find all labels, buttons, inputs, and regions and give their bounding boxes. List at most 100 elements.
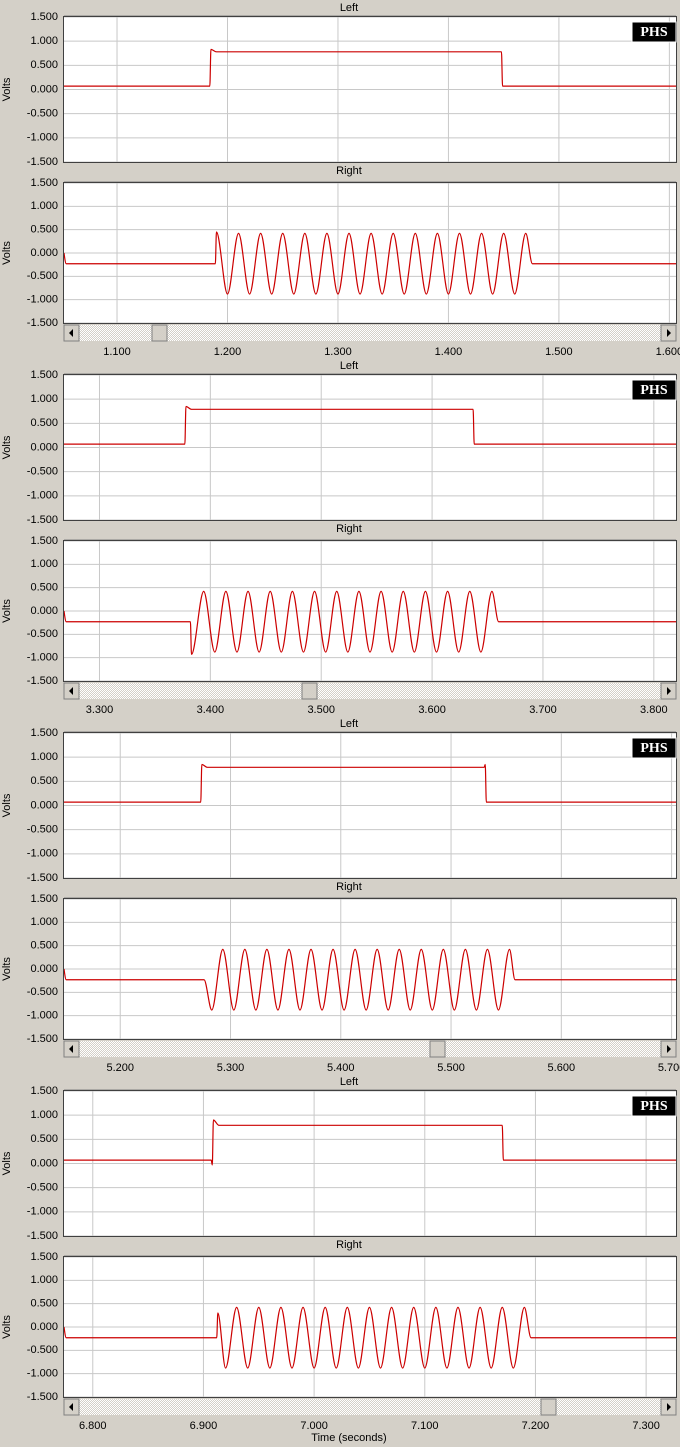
scroll-thumb[interactable] (301, 682, 318, 700)
plot-frame (63, 1090, 677, 1237)
scroll-arrow (667, 1045, 671, 1053)
badge-box (631, 737, 677, 759)
badge-box (631, 379, 677, 401)
y-tick-label: -0.500 (27, 466, 58, 478)
x-tick-label: 5.700 (658, 1062, 680, 1074)
x-tick-label: 5.200 (106, 1062, 134, 1074)
y-tick-label: 0.500 (30, 417, 58, 429)
signal-line (64, 1306, 676, 1369)
y-axis-label: Volts (1, 1315, 13, 1339)
y-tick-label: 1.500 (30, 1251, 58, 1263)
y-tick-label: -1.000 (27, 652, 58, 664)
x-tick-label: 7.100 (411, 1420, 439, 1432)
plot-frame (63, 374, 677, 521)
scroll-arrow (667, 687, 671, 695)
x-tick-label: 3.300 (86, 704, 114, 716)
y-tick-label: 1.000 (30, 751, 58, 763)
y-tick-label: 0.500 (30, 1298, 58, 1310)
scroll-arrow (69, 1403, 73, 1411)
y-tick-label: 1.500 (30, 369, 58, 381)
plot-title: Left (340, 2, 358, 14)
y-tick-label: 0.000 (30, 799, 58, 811)
y-tick-label: 1.000 (30, 393, 58, 405)
y-tick-label: 1.000 (30, 558, 58, 570)
scroll-thumb[interactable] (429, 1040, 446, 1058)
x-tick-label: 1.200 (214, 346, 242, 358)
y-tick-label: 0.500 (30, 224, 58, 236)
y-tick-label: -1.000 (27, 848, 58, 860)
scrollbar-track[interactable] (64, 1399, 676, 1415)
plot-title: Left (340, 718, 358, 730)
plot-frame (63, 898, 677, 1040)
x-tick-label: 1.600 (656, 346, 680, 358)
x-tick-label: 1.400 (435, 346, 463, 358)
y-axis-label: Volts (1, 77, 13, 101)
y-tick-label: -0.500 (27, 270, 58, 282)
y-tick-label: 0.000 (30, 963, 58, 975)
y-tick-label: -1.500 (27, 317, 58, 329)
y-tick-label: 0.000 (30, 83, 58, 95)
x-tick-label: 1.500 (545, 346, 573, 358)
y-tick-label: 1.000 (30, 200, 58, 212)
plot-frame (63, 1256, 677, 1398)
y-tick-label: 0.500 (30, 940, 58, 952)
signal-line (64, 231, 676, 295)
y-tick-label: 0.500 (30, 582, 58, 594)
plot-title: Left (340, 1076, 358, 1088)
plot-title: Right (336, 165, 362, 177)
y-tick-label: -1.000 (27, 1206, 58, 1218)
x-tick-label: 3.800 (640, 704, 668, 716)
x-tick-label: 5.400 (327, 1062, 355, 1074)
signal-line (64, 48, 676, 87)
badge: PHS (640, 383, 667, 398)
x-tick-label: 1.300 (324, 346, 352, 358)
y-tick-label: 1.000 (30, 916, 58, 928)
plot-title: Right (336, 881, 362, 893)
scroll-thumb[interactable] (540, 1398, 557, 1416)
y-tick-label: 0.500 (30, 775, 58, 787)
badge: PHS (640, 25, 667, 40)
y-axis-label: Volts (1, 599, 13, 623)
plot-title: Right (336, 1239, 362, 1251)
x-tick-label: 1.100 (103, 346, 131, 358)
y-tick-label: 1.500 (30, 177, 58, 189)
signal-line (64, 763, 676, 803)
badge-box (631, 1095, 677, 1117)
plot-frame (63, 732, 677, 879)
signal-line (64, 1119, 676, 1166)
scroll-arrow (69, 329, 73, 337)
x-tick-label: 3.500 (307, 704, 335, 716)
y-tick-label: 0.000 (30, 247, 58, 259)
y-tick-label: 0.000 (30, 1321, 58, 1333)
plot-frame (63, 540, 677, 682)
y-tick-label: -1.000 (27, 1368, 58, 1380)
scroll-thumb[interactable] (151, 324, 168, 342)
y-tick-label: 0.500 (30, 59, 58, 71)
y-axis-label: Volts (1, 793, 13, 817)
x-tick-label: 6.900 (190, 1420, 218, 1432)
y-axis-label: Volts (1, 435, 13, 459)
scroll-arrow (69, 1045, 73, 1053)
x-tick-label: 3.400 (197, 704, 225, 716)
y-tick-label: 1.500 (30, 11, 58, 23)
y-tick-label: 1.500 (30, 727, 58, 739)
y-tick-label: 1.500 (30, 1085, 58, 1097)
scroll-arrow (69, 687, 73, 695)
scroll-arrow (667, 1403, 671, 1411)
plot-title: Right (336, 523, 362, 535)
scrollbar-track[interactable] (64, 325, 676, 341)
badge: PHS (640, 1099, 667, 1114)
badge-box (631, 21, 677, 43)
y-tick-label: -1.000 (27, 1010, 58, 1022)
y-tick-label: 0.000 (30, 441, 58, 453)
y-tick-label: -1.500 (27, 1033, 58, 1045)
y-tick-label: 1.500 (30, 893, 58, 905)
scrollbar-track[interactable] (64, 1041, 676, 1057)
y-tick-label: -1.000 (27, 490, 58, 502)
y-axis-label: Volts (1, 241, 13, 265)
y-tick-label: -0.500 (27, 628, 58, 640)
scrollbar-track[interactable] (64, 683, 676, 699)
x-tick-label: 7.300 (632, 1420, 660, 1432)
y-tick-label: -1.500 (27, 675, 58, 687)
